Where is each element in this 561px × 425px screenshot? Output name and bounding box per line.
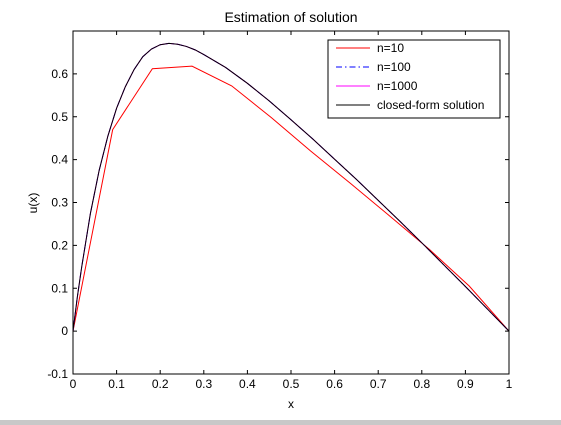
legend-label-3: closed-form solution bbox=[377, 98, 484, 112]
chart-title: Estimation of solution bbox=[224, 9, 357, 25]
x-tick-label: 0.8 bbox=[413, 377, 430, 391]
y-tick-label: 0.6 bbox=[51, 67, 68, 81]
x-tick-label: 0.5 bbox=[283, 377, 300, 391]
x-tick-label: 0.6 bbox=[326, 377, 343, 391]
x-tick-label: 0.4 bbox=[239, 377, 256, 391]
y-tick-label: 0.2 bbox=[51, 238, 68, 252]
series-lines bbox=[72, 42, 510, 332]
legend: n=10 n=100 n=1000 closed-form solution bbox=[327, 39, 501, 119]
x-tick-label: 0.1 bbox=[108, 377, 125, 391]
y-tick-label: 0.3 bbox=[51, 196, 68, 210]
x-tick-label: 0.7 bbox=[370, 377, 387, 391]
x-tick-label: 0.9 bbox=[457, 377, 474, 391]
x-tick-label: 1 bbox=[506, 377, 513, 391]
y-tick-label: 0.1 bbox=[51, 281, 68, 295]
legend-label-2: n=1000 bbox=[377, 79, 418, 93]
x-axis-label: x bbox=[288, 397, 294, 411]
x-tick-label: 0.3 bbox=[195, 377, 212, 391]
x-tick-label: 0.2 bbox=[152, 377, 169, 391]
x-ticks: 0 0.1 0.2 0.3 0.4 0.5 0.6 0.7 0.8 0.9 1 bbox=[70, 31, 513, 391]
y-axis-label: u(x) bbox=[26, 193, 40, 214]
series-line-3 bbox=[72, 42, 510, 332]
legend-label-0: n=10 bbox=[377, 41, 404, 55]
y-tick-label: 0.5 bbox=[51, 110, 68, 124]
series-line-0 bbox=[72, 65, 510, 332]
legend-label-1: n=100 bbox=[377, 60, 411, 74]
y-ticks: -0.1 0 0.1 0.2 0.3 0.4 0.5 0.6 bbox=[47, 67, 509, 381]
y-tick-label: -0.1 bbox=[47, 367, 68, 381]
y-tick-label: 0 bbox=[61, 324, 68, 338]
x-tick-label: 0 bbox=[70, 377, 77, 391]
y-tick-label: 0.4 bbox=[51, 153, 68, 167]
